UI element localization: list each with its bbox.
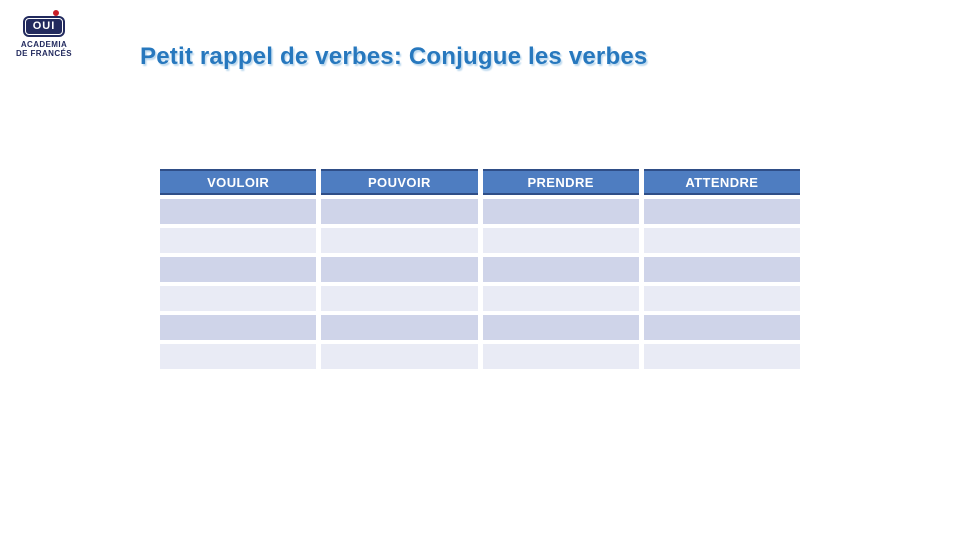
slide-title: Petit rappel de verbes: Conjugue les ver… xyxy=(140,43,648,70)
table-cell-r2-c1 xyxy=(160,228,317,253)
table-cell-r4-c3 xyxy=(482,286,639,311)
table-cell-r3-c2 xyxy=(321,257,478,282)
table-cell-r1-c2 xyxy=(321,199,478,224)
table-cell-r6-c3 xyxy=(482,344,639,369)
table-cell-r2-c4 xyxy=(643,228,800,253)
table-cell-r2-c2 xyxy=(321,228,478,253)
table-cell-r6-c2 xyxy=(321,344,478,369)
table-cell-r5-c3 xyxy=(482,315,639,340)
table-cell-r1-c4 xyxy=(643,199,800,224)
table-cell-r3-c4 xyxy=(643,257,800,282)
column-header-prendre: PRENDRE xyxy=(482,169,639,195)
table-cell-r1-c3 xyxy=(482,199,639,224)
verb-table: VOULOIR POUVOIR PRENDRE ATTENDRE xyxy=(160,169,800,369)
table-cell-r5-c4 xyxy=(643,315,800,340)
table-cell-r4-c1 xyxy=(160,286,317,311)
table-cell-r5-c1 xyxy=(160,315,317,340)
column-header-pouvoir: POUVOIR xyxy=(321,169,478,195)
table-cell-r2-c3 xyxy=(482,228,639,253)
column-header-vouloir: VOULOIR xyxy=(160,169,317,195)
table-cell-r5-c2 xyxy=(321,315,478,340)
academy-logo: OUI ACADEMIA DE FRANCÉS xyxy=(8,6,80,59)
logo-box: OUI xyxy=(23,16,65,37)
table-cell-r1-c1 xyxy=(160,199,317,224)
table-cell-r3-c3 xyxy=(482,257,639,282)
table-cell-r6-c4 xyxy=(643,344,800,369)
logo-text: OUI xyxy=(32,20,56,32)
table-cell-r3-c1 xyxy=(160,257,317,282)
table-cell-r4-c4 xyxy=(643,286,800,311)
logo-subtitle-line1: ACADEMIA xyxy=(20,40,68,49)
table-cell-r4-c2 xyxy=(321,286,478,311)
column-header-attendre: ATTENDRE xyxy=(643,169,800,195)
logo-subtitle-line2: DE FRANCÉS xyxy=(15,49,72,59)
logo-box-outline: OUI xyxy=(25,18,63,35)
table-cell-r6-c1 xyxy=(160,344,317,369)
logo-red-dot-icon xyxy=(53,10,59,16)
